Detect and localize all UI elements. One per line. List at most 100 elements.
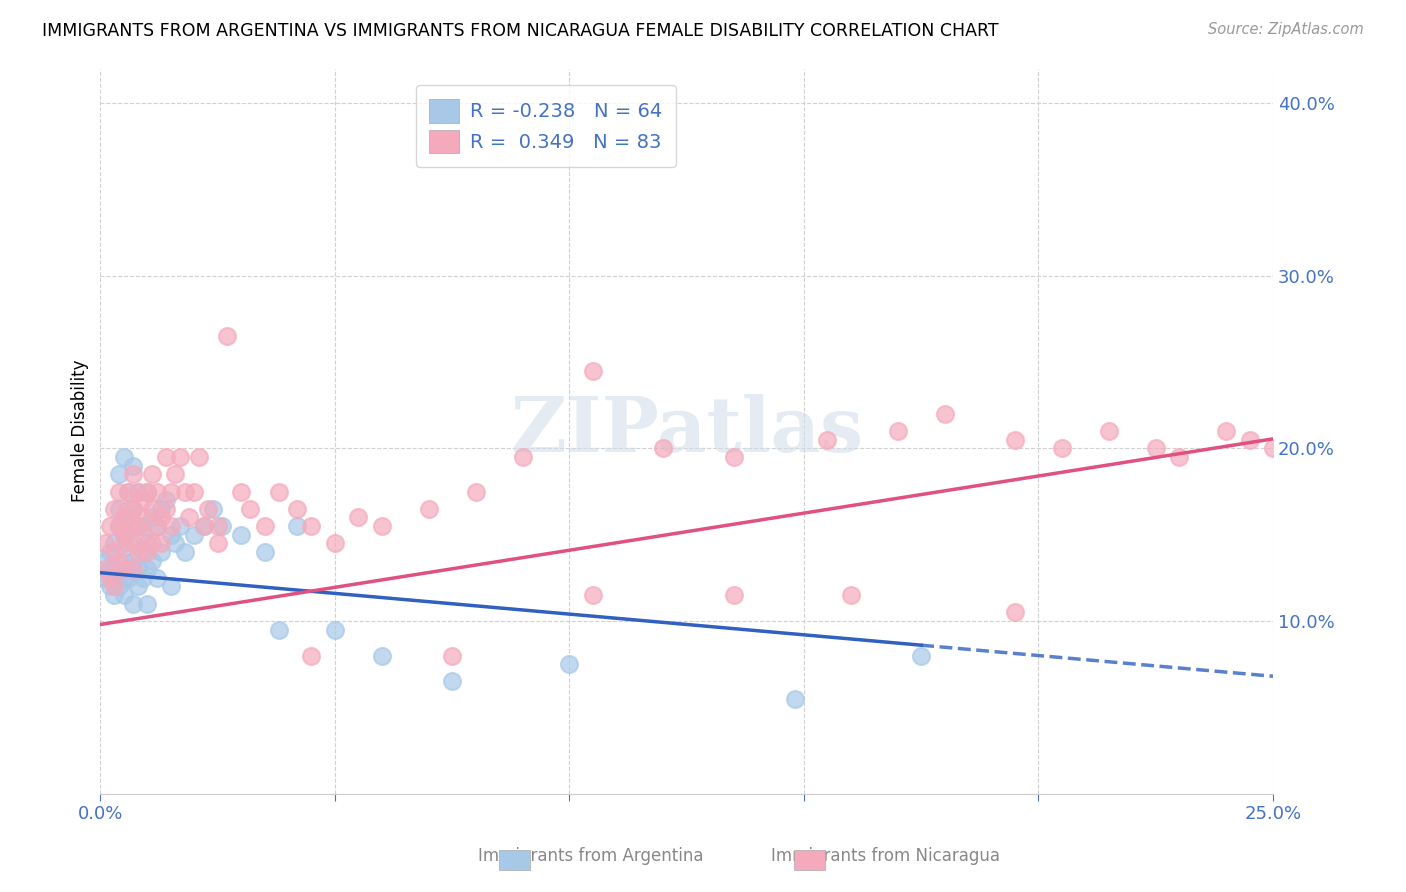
Point bbox=[108, 484, 131, 499]
Point bbox=[169, 519, 191, 533]
Point bbox=[815, 433, 838, 447]
Point bbox=[122, 467, 145, 482]
Point bbox=[229, 527, 252, 541]
Point bbox=[127, 579, 149, 593]
Point bbox=[122, 553, 145, 567]
Point bbox=[1168, 450, 1191, 464]
Point bbox=[98, 545, 121, 559]
Point bbox=[136, 545, 159, 559]
Point bbox=[136, 536, 159, 550]
Point bbox=[887, 424, 910, 438]
Point bbox=[131, 571, 153, 585]
Point bbox=[239, 501, 262, 516]
Point bbox=[173, 484, 195, 499]
Text: Immigrants from Nicaragua: Immigrants from Nicaragua bbox=[772, 847, 1000, 865]
Point bbox=[117, 571, 139, 585]
Point bbox=[207, 519, 229, 533]
Point bbox=[112, 536, 135, 550]
Point bbox=[131, 519, 153, 533]
Point bbox=[127, 562, 149, 576]
Point bbox=[108, 467, 131, 482]
Point bbox=[145, 571, 167, 585]
Point bbox=[173, 545, 195, 559]
Point bbox=[723, 588, 745, 602]
Point bbox=[145, 519, 167, 533]
Point bbox=[112, 571, 135, 585]
Point bbox=[253, 519, 276, 533]
Text: Immigrants from Argentina: Immigrants from Argentina bbox=[478, 847, 703, 865]
Point bbox=[582, 364, 605, 378]
Point bbox=[165, 467, 187, 482]
Point bbox=[183, 484, 205, 499]
Point bbox=[117, 519, 139, 533]
Point bbox=[150, 536, 173, 550]
Legend: R = -0.238   N = 64, R =  0.349   N = 83: R = -0.238 N = 64, R = 0.349 N = 83 bbox=[416, 86, 676, 167]
Point bbox=[136, 597, 159, 611]
Point bbox=[211, 519, 233, 533]
Point bbox=[112, 588, 135, 602]
Point bbox=[122, 458, 145, 473]
Point bbox=[187, 450, 209, 464]
Point bbox=[98, 519, 121, 533]
Point bbox=[136, 562, 159, 576]
Point bbox=[301, 648, 323, 663]
Point bbox=[117, 536, 139, 550]
Point bbox=[117, 484, 139, 499]
Point bbox=[783, 691, 806, 706]
Point bbox=[558, 657, 581, 672]
Point bbox=[103, 571, 125, 585]
Point bbox=[1215, 424, 1237, 438]
Point bbox=[193, 519, 215, 533]
Point bbox=[117, 510, 139, 524]
Text: ZIPatlas: ZIPatlas bbox=[510, 394, 863, 468]
Point bbox=[112, 510, 135, 524]
Point bbox=[183, 527, 205, 541]
Point bbox=[1098, 424, 1121, 438]
Point bbox=[934, 407, 956, 421]
Point bbox=[117, 484, 139, 499]
Point bbox=[652, 442, 675, 456]
Point bbox=[98, 579, 121, 593]
Point bbox=[98, 571, 121, 585]
Point bbox=[285, 501, 308, 516]
Point bbox=[155, 493, 177, 508]
Point bbox=[131, 510, 153, 524]
Point bbox=[1004, 433, 1026, 447]
Point bbox=[122, 536, 145, 550]
Point bbox=[136, 484, 159, 499]
Point bbox=[117, 562, 139, 576]
Point bbox=[347, 510, 370, 524]
Point bbox=[108, 519, 131, 533]
Point bbox=[131, 527, 153, 541]
Point bbox=[1004, 606, 1026, 620]
Point bbox=[103, 545, 125, 559]
Point bbox=[207, 536, 229, 550]
Point bbox=[108, 501, 131, 516]
Point bbox=[159, 579, 181, 593]
Point bbox=[150, 510, 173, 524]
Point bbox=[179, 510, 201, 524]
Point bbox=[112, 562, 135, 576]
Point bbox=[267, 623, 290, 637]
Point bbox=[159, 484, 181, 499]
Point bbox=[155, 450, 177, 464]
Text: IMMIGRANTS FROM ARGENTINA VS IMMIGRANTS FROM NICARAGUA FEMALE DISABILITY CORRELA: IMMIGRANTS FROM ARGENTINA VS IMMIGRANTS … bbox=[42, 22, 998, 40]
Point bbox=[193, 519, 215, 533]
Text: Source: ZipAtlas.com: Source: ZipAtlas.com bbox=[1208, 22, 1364, 37]
Point bbox=[169, 450, 191, 464]
Point bbox=[112, 527, 135, 541]
Point bbox=[108, 519, 131, 533]
Point bbox=[201, 501, 224, 516]
Point bbox=[108, 553, 131, 567]
Point bbox=[839, 588, 862, 602]
Point bbox=[94, 553, 117, 567]
Point bbox=[127, 519, 149, 533]
Point bbox=[117, 501, 139, 516]
Point bbox=[122, 597, 145, 611]
Point bbox=[131, 545, 153, 559]
Point bbox=[323, 623, 346, 637]
Point bbox=[150, 545, 173, 559]
Point bbox=[1239, 433, 1261, 447]
Point bbox=[441, 674, 464, 689]
Point bbox=[103, 588, 125, 602]
